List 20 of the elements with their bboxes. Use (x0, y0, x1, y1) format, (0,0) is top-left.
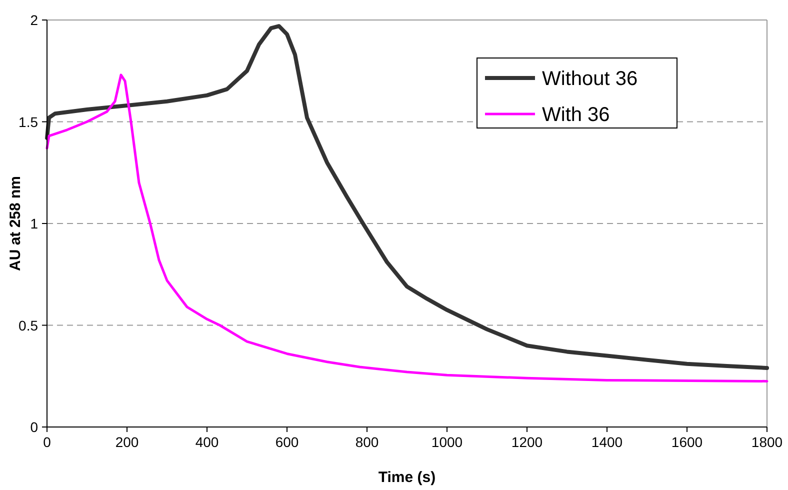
x-tick-label: 1400 (591, 434, 623, 450)
y-tick-label: 1.5 (18, 114, 38, 130)
x-tick-label: 600 (275, 434, 299, 450)
x-tick-label: 200 (115, 434, 139, 450)
line-series (45, 24, 769, 370)
x-tick-label: 800 (355, 434, 379, 450)
x-tick-label: 1200 (511, 434, 543, 450)
x-tick-label: 1000 (431, 434, 463, 450)
x-tick-label: 1800 (751, 434, 783, 450)
y-tick-label: 0 (30, 419, 38, 435)
x-axis-title: Time (s) (378, 469, 436, 486)
y-axis-title: AU at 258 nm (7, 176, 24, 272)
x-tick-label: 400 (195, 434, 219, 450)
y-tick-label: 2 (30, 12, 38, 28)
y-tick-label: 0.5 (18, 317, 38, 334)
legend-label: With 36 (542, 104, 610, 126)
y-tick-label: 1 (30, 216, 38, 232)
x-tick-label: 1600 (671, 434, 703, 450)
x-tick-label: 0 (43, 434, 52, 450)
legend-label: Without 36 (542, 68, 638, 90)
